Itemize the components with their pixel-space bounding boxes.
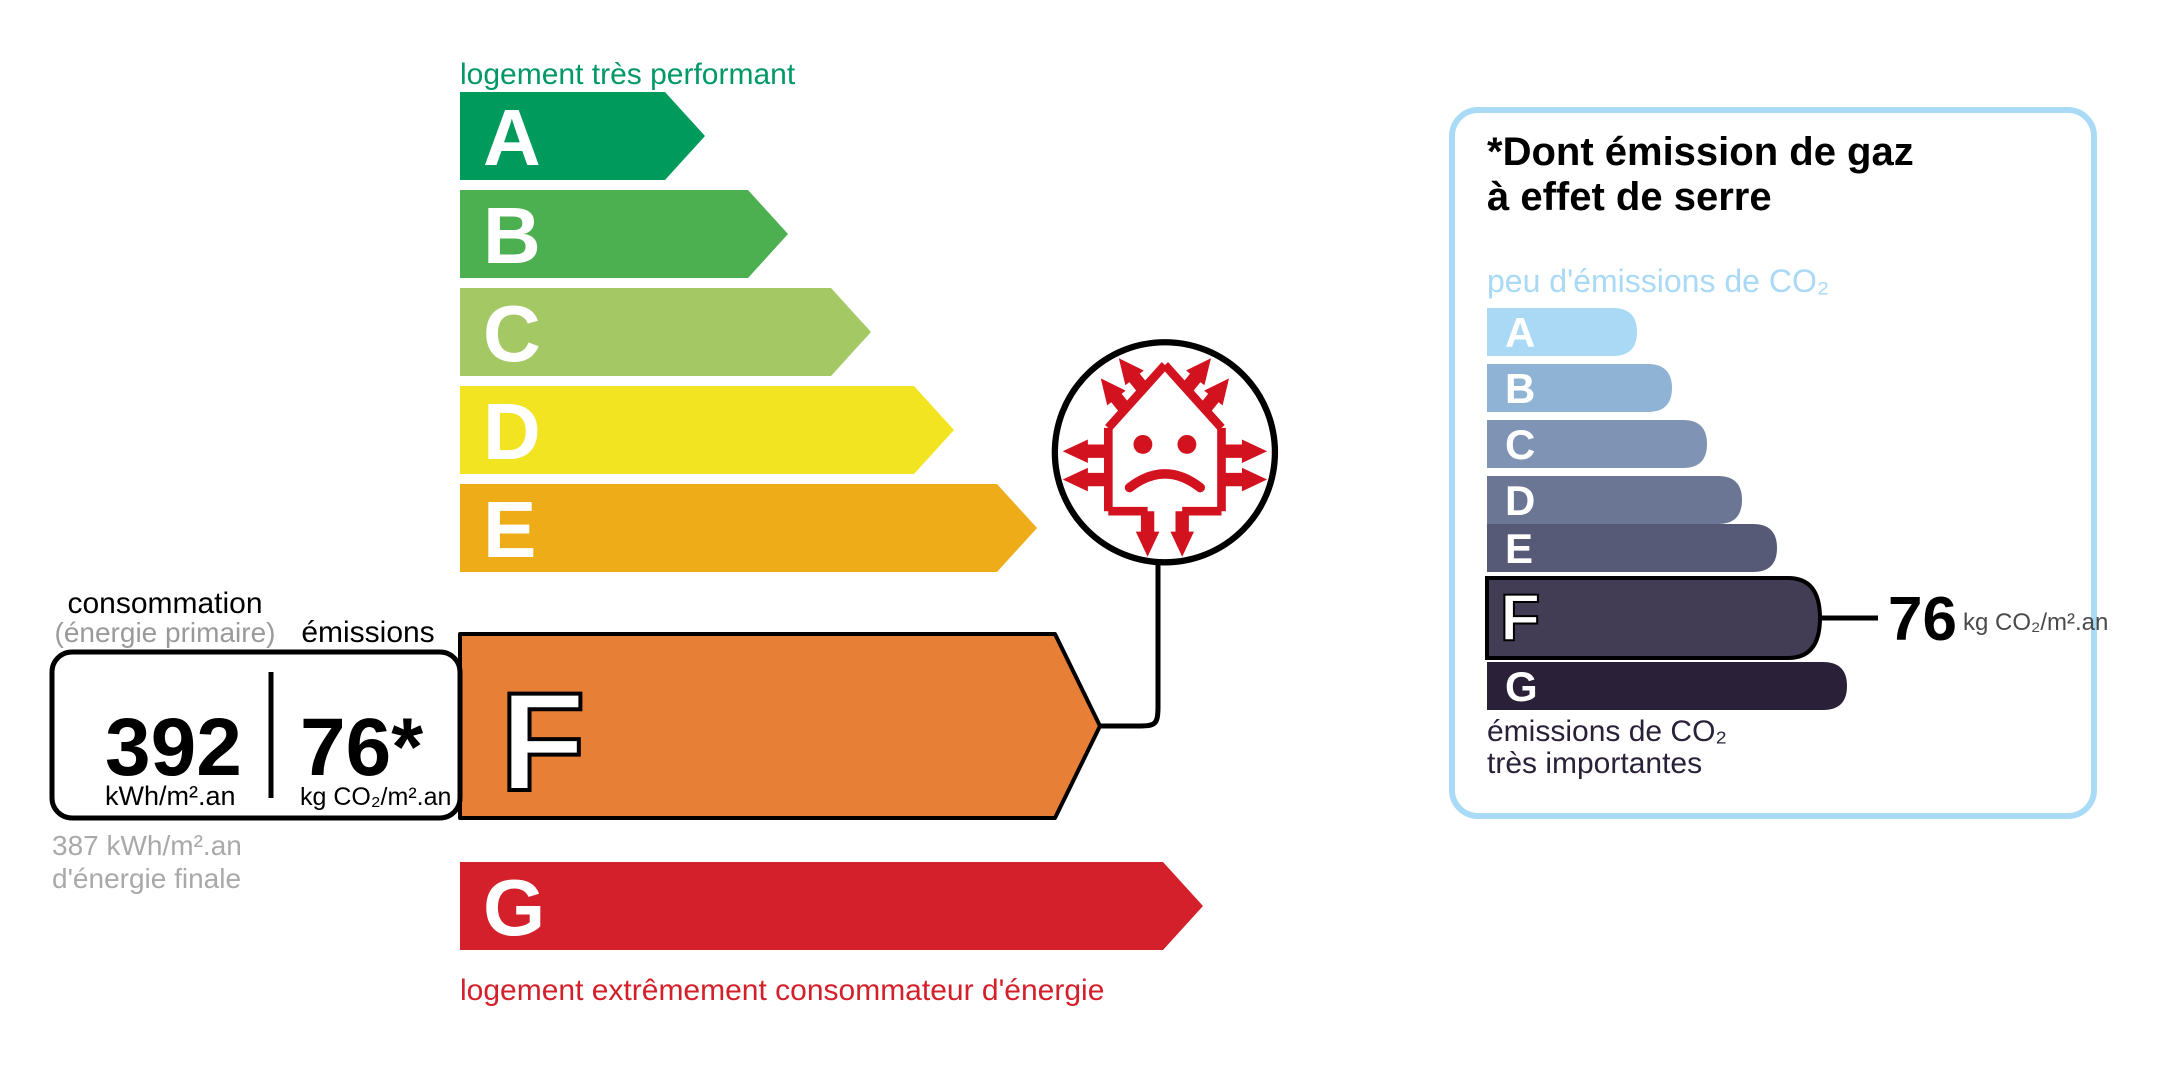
svg-text:à effet de serre: à effet de serre [1487, 175, 1772, 219]
svg-text:émissions: émissions [301, 616, 434, 649]
svg-text:E: E [1505, 525, 1533, 572]
svg-text:peu d'émissions de CO₂: peu d'émissions de CO₂ [1487, 263, 1829, 299]
svg-text:76: 76 [1888, 585, 1957, 654]
svg-text:logement très performant: logement très performant [460, 58, 796, 91]
svg-text:387 kWh/m².an: 387 kWh/m².an [52, 830, 242, 861]
svg-text:logement extrêmement consommat: logement extrêmement consommateur d'éner… [460, 974, 1104, 1007]
svg-text:C: C [483, 289, 541, 378]
svg-text:C: C [1505, 421, 1535, 468]
svg-text:76*: 76* [300, 702, 423, 793]
svg-text:kg CO₂/m².an: kg CO₂/m².an [300, 783, 451, 811]
svg-text:émissions de CO₂: émissions de CO₂ [1487, 715, 1727, 748]
svg-text:kWh/m².an: kWh/m².an [105, 781, 236, 811]
svg-text:D: D [483, 387, 541, 476]
svg-text:très importantes: très importantes [1487, 747, 1702, 780]
svg-text:A: A [483, 93, 541, 182]
svg-text:392: 392 [105, 702, 242, 793]
svg-text:A: A [1505, 309, 1535, 356]
svg-text:B: B [483, 191, 541, 280]
svg-text:E: E [483, 485, 536, 574]
svg-text:F: F [1500, 580, 1540, 654]
svg-text:kg CO₂/m².an: kg CO₂/m².an [1963, 609, 2108, 636]
svg-text:*Dont émission de gaz: *Dont émission de gaz [1487, 130, 1914, 174]
svg-text:G: G [1505, 663, 1538, 710]
svg-text:D: D [1505, 477, 1535, 524]
svg-text:F: F [500, 663, 586, 820]
svg-text:consommation: consommation [67, 587, 262, 620]
svg-text:B: B [1505, 365, 1535, 412]
svg-text:(énergie primaire): (énergie primaire) [55, 617, 276, 648]
svg-text:d'énergie finale: d'énergie finale [52, 863, 241, 894]
svg-text:G: G [483, 863, 545, 952]
